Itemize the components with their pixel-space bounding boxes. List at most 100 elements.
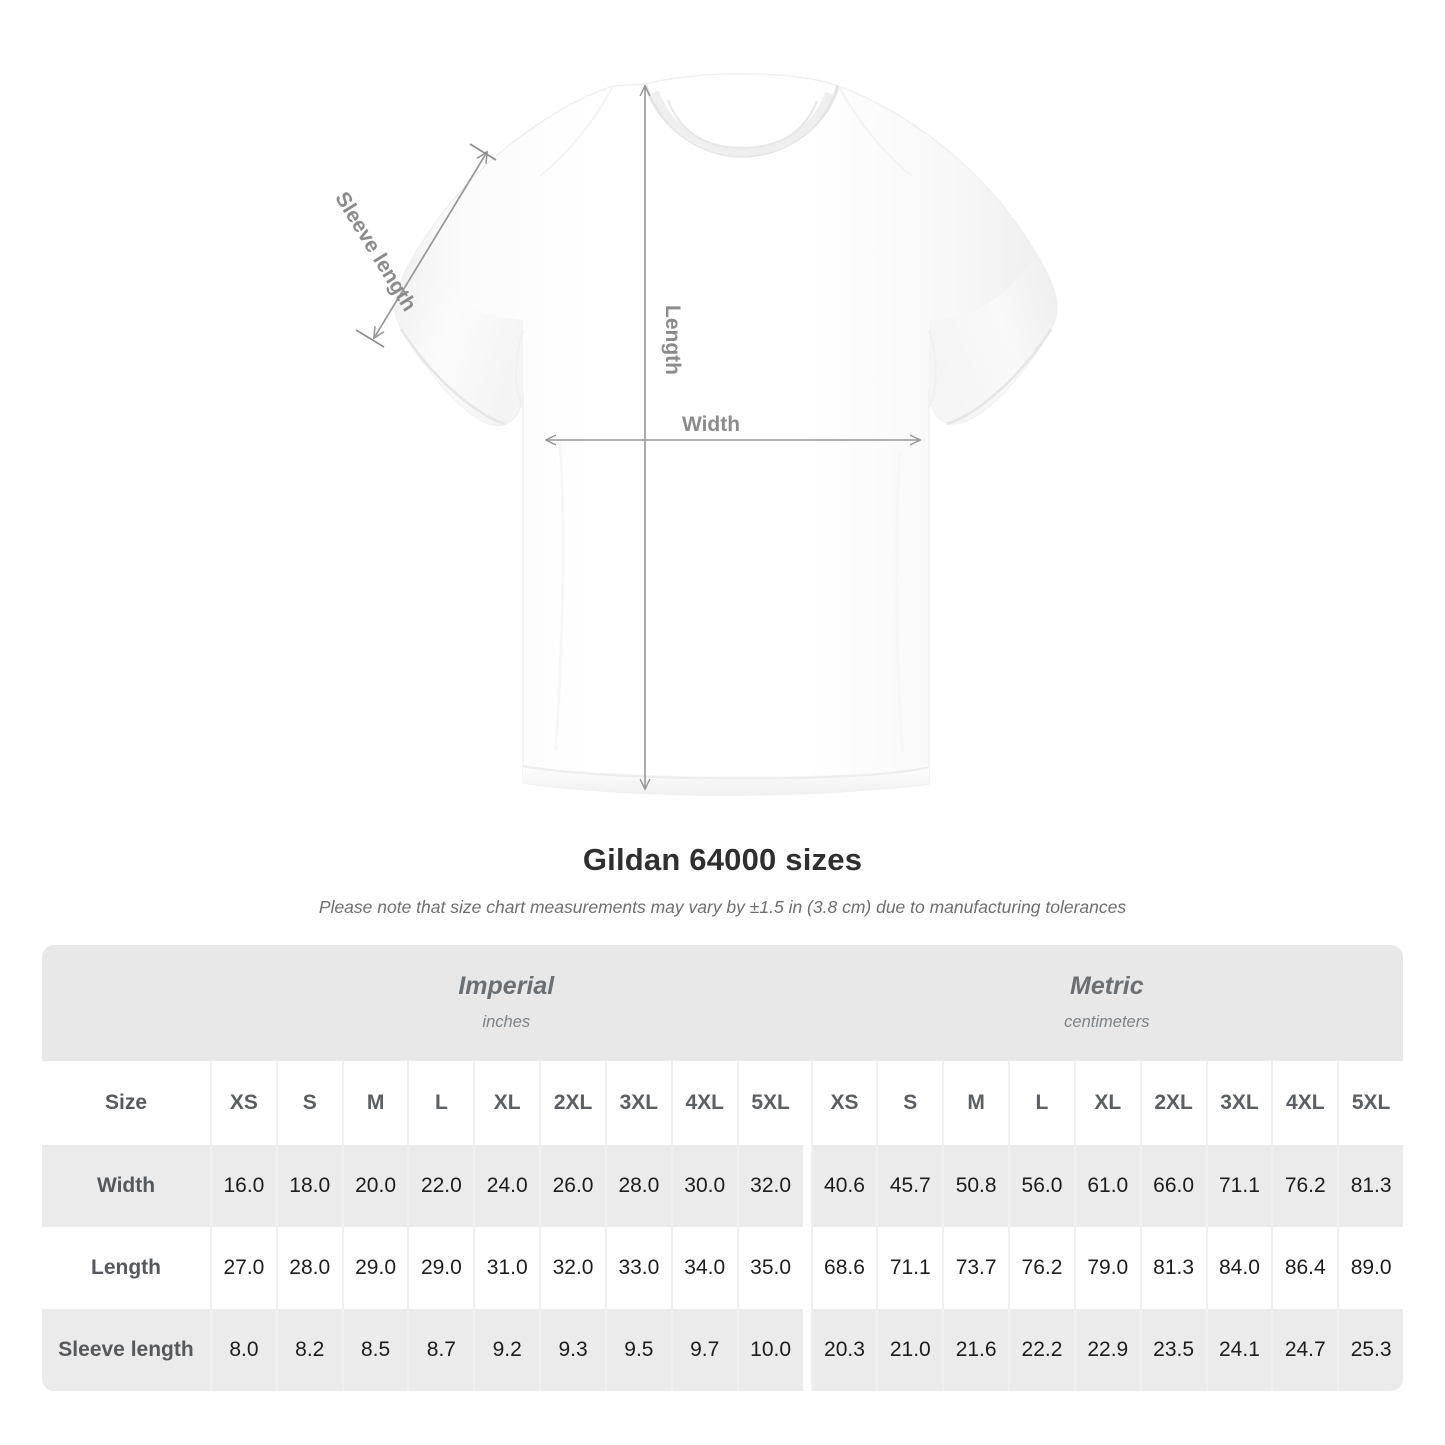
cell-metric: 61.0 <box>1073 1145 1140 1227</box>
size-chart-table: Imperial inches Metric centimeters Size XS S M L… <box>42 945 1404 1391</box>
right-shoulder-crease <box>839 87 913 177</box>
table-row: Length 27.0 28.0 29.0 29.0 31.0 32.0 33.0 34.0 35… <box>42 1227 1404 1309</box>
cell-imperial: 28.0 <box>275 1227 342 1309</box>
left-sleeve-hem <box>399 328 506 426</box>
cell-imperial: 35.0 <box>736 1227 803 1309</box>
cell-imperial: 32.0 <box>736 1145 803 1227</box>
unit-group-subtitle: centimeters <box>1064 1013 1150 1031</box>
cell-metric: 23.5 <box>1139 1309 1206 1391</box>
cell-imperial: 8.2 <box>275 1309 342 1391</box>
length-label: Length <box>661 305 684 375</box>
width-label: Width <box>682 413 740 436</box>
row-label-sleeve-length: Sleeve length <box>42 1309 210 1391</box>
unit-group-name: Metric <box>1070 972 1144 1000</box>
size-header-imperial-2xl: 2XL <box>539 1061 605 1145</box>
size-header-imperial-l: L <box>407 1061 474 1145</box>
cell-metric: 71.1 <box>1205 1145 1272 1227</box>
table-row: Width 16.0 18.0 20.0 22.0 24.0 26.0 28.0 30.0 32.… <box>42 1145 1404 1227</box>
tshirt-illustration: Sleeve length Length Width <box>330 73 1058 796</box>
cell-metric: 68.6 <box>810 1227 877 1309</box>
cell-metric: 86.4 <box>1271 1227 1338 1309</box>
cell-imperial: 30.0 <box>670 1145 737 1227</box>
cell-metric: 66.0 <box>1139 1145 1206 1227</box>
cell-metric: 45.7 <box>876 1145 943 1227</box>
unit-row-corner-left <box>42 945 210 1061</box>
cell-imperial: 9.5 <box>604 1309 671 1391</box>
cell-imperial: 10.0 <box>736 1309 803 1391</box>
cell-imperial: 9.7 <box>670 1309 737 1391</box>
cell-metric: 71.1 <box>876 1227 943 1309</box>
size-header-imperial-s: S <box>275 1061 342 1145</box>
size-header-imperial-3xl: 3XL <box>604 1061 671 1145</box>
cell-imperial: 24.0 <box>473 1145 540 1227</box>
cell-imperial: 34.0 <box>670 1227 737 1309</box>
cell-metric: 21.0 <box>876 1309 943 1391</box>
size-header-metric-s: S <box>876 1061 943 1145</box>
sleeve-length-tick-top <box>469 143 497 161</box>
cell-metric: 50.8 <box>942 1145 1009 1227</box>
row-gap <box>802 1309 811 1391</box>
size-header-metric-m: M <box>942 1061 1009 1145</box>
unit-group-name: Imperial <box>458 972 555 1000</box>
size-chart-table-container: Imperial inches Metric centimeters Size XS S M L… <box>42 945 1404 1391</box>
cell-metric: 81.3 <box>1139 1227 1206 1309</box>
right-sleeve-shade <box>929 253 1057 424</box>
size-header-metric-4xl: 4XL <box>1271 1061 1338 1145</box>
header-gap <box>802 1061 811 1145</box>
page-title: Gildan 64000 sizes <box>582 842 863 877</box>
cell-imperial: 8.0 <box>210 1309 276 1391</box>
cell-imperial: 18.0 <box>275 1145 342 1227</box>
cell-imperial: 31.0 <box>473 1227 540 1309</box>
cell-imperial: 33.0 <box>604 1227 671 1309</box>
table-row: Sleeve length 8.0 8.2 8.5 8.7 9.2 9.3 9.5 9.7 10.… <box>42 1309 1404 1391</box>
row-gap <box>802 1227 811 1309</box>
size-header-row: Size XS S M L XL 2XL 3XL 4XL 5XL XS S M L XL 2XL 3XL 4XL 5… <box>42 1061 1404 1145</box>
tolerance-note: Please note that size chart measurements… <box>318 897 1127 917</box>
row-gap <box>802 1145 811 1227</box>
left-shoulder-crease <box>539 87 613 177</box>
cell-metric: 25.3 <box>1337 1309 1404 1391</box>
cell-metric: 22.2 <box>1008 1309 1074 1391</box>
fabric-crease-right <box>895 449 904 753</box>
size-header-metric-xl: XL <box>1073 1061 1140 1145</box>
size-header-metric-3xl: 3XL <box>1205 1061 1272 1145</box>
cell-metric: 84.0 <box>1205 1227 1272 1309</box>
size-header-imperial-4xl: 4XL <box>670 1061 737 1145</box>
sleeve-length-arrow <box>374 152 487 338</box>
cell-imperial: 8.7 <box>407 1309 474 1391</box>
cell-imperial: 28.0 <box>604 1145 671 1227</box>
cell-imperial: 9.3 <box>539 1309 605 1391</box>
size-header-label: Size <box>42 1061 210 1145</box>
cell-imperial: 29.0 <box>341 1227 408 1309</box>
size-header-metric-5xl: 5XL <box>1337 1061 1404 1145</box>
cell-metric: 76.2 <box>1008 1227 1074 1309</box>
cell-imperial: 29.0 <box>407 1227 474 1309</box>
row-label-width: Width <box>42 1145 210 1227</box>
size-header-imperial-5xl: 5XL <box>736 1061 803 1145</box>
cell-metric: 21.6 <box>942 1309 1009 1391</box>
right-sleeve-hem <box>946 328 1053 426</box>
cell-metric: 22.9 <box>1073 1309 1140 1391</box>
cell-metric: 76.2 <box>1271 1145 1338 1227</box>
right-armhole-seam <box>928 329 937 409</box>
cell-metric: 89.0 <box>1337 1227 1404 1309</box>
cell-imperial: 26.0 <box>539 1145 605 1227</box>
sleeve-length-tick-bottom <box>355 329 385 348</box>
bottom-hem-seam <box>522 764 930 780</box>
cell-metric: 79.0 <box>1073 1227 1140 1309</box>
cell-imperial: 22.0 <box>407 1145 474 1227</box>
collar-inner <box>666 99 819 150</box>
size-header-imperial-xs: XS <box>210 1061 276 1145</box>
cell-imperial: 9.2 <box>473 1309 540 1391</box>
cell-metric: 81.3 <box>1337 1145 1404 1227</box>
size-header-imperial-xl: XL <box>473 1061 540 1145</box>
unit-group-subtitle: inches <box>482 1013 531 1031</box>
size-header-metric-l: L <box>1008 1061 1074 1145</box>
left-armhole-seam <box>515 329 524 409</box>
cell-imperial: 27.0 <box>210 1227 276 1309</box>
row-label-length: Length <box>42 1227 210 1309</box>
fabric-crease-left <box>554 439 565 751</box>
tshirt-measurement-diagram: Sleeve length Length Width <box>330 73 1058 796</box>
cell-metric: 24.7 <box>1271 1309 1338 1391</box>
cell-imperial: 16.0 <box>210 1145 276 1227</box>
